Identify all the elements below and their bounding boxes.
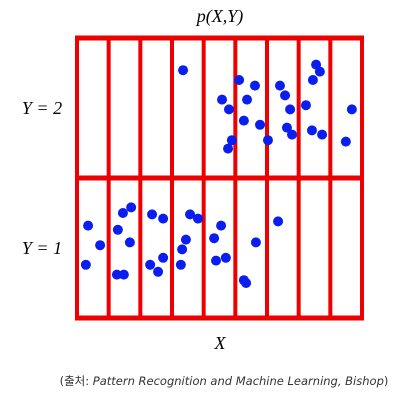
point [314, 66, 325, 77]
point [340, 136, 351, 147]
point [185, 209, 196, 220]
point [117, 208, 128, 218]
point [180, 234, 191, 245]
point [95, 240, 106, 251]
point [250, 237, 261, 248]
point [126, 202, 137, 213]
point [224, 104, 234, 115]
point [145, 259, 156, 270]
point [223, 143, 234, 154]
point [177, 244, 188, 255]
point [255, 119, 266, 130]
point [226, 135, 237, 146]
point [306, 125, 317, 136]
point [216, 220, 227, 231]
chart-title: p(X,Y) [195, 6, 244, 27]
point [80, 259, 91, 270]
point [273, 216, 284, 227]
point [211, 255, 222, 266]
caption-prefix: (출처: [60, 374, 93, 388]
point [238, 275, 249, 286]
caption-source: Pattern Recognition and Machine Learning… [93, 374, 384, 388]
point [262, 135, 273, 146]
point [285, 104, 296, 115]
point [158, 213, 169, 224]
point [307, 75, 318, 85]
row-label: Y = 1 [22, 238, 62, 258]
point [346, 104, 357, 115]
point [83, 220, 94, 231]
point [147, 209, 158, 220]
point [192, 213, 203, 224]
point [178, 65, 189, 76]
point [280, 90, 291, 101]
point [153, 266, 164, 277]
point [111, 269, 122, 280]
row-label: Y = 2 [22, 98, 62, 118]
point [118, 269, 129, 280]
point [209, 233, 220, 244]
point [249, 80, 260, 91]
point [300, 100, 311, 111]
point [124, 237, 135, 248]
point [281, 122, 292, 133]
point [317, 129, 328, 140]
point [217, 94, 228, 105]
point [112, 224, 123, 235]
x-label: X [214, 333, 227, 353]
caption: (출처: Pattern Recognition and Machine Lea… [60, 374, 389, 388]
point [158, 252, 169, 263]
caption-suffix: ) [384, 374, 389, 388]
point [220, 252, 231, 263]
point [175, 259, 186, 270]
point [274, 80, 285, 91]
point [242, 94, 253, 105]
point [287, 129, 298, 140]
point [238, 115, 249, 126]
point [234, 75, 245, 85]
